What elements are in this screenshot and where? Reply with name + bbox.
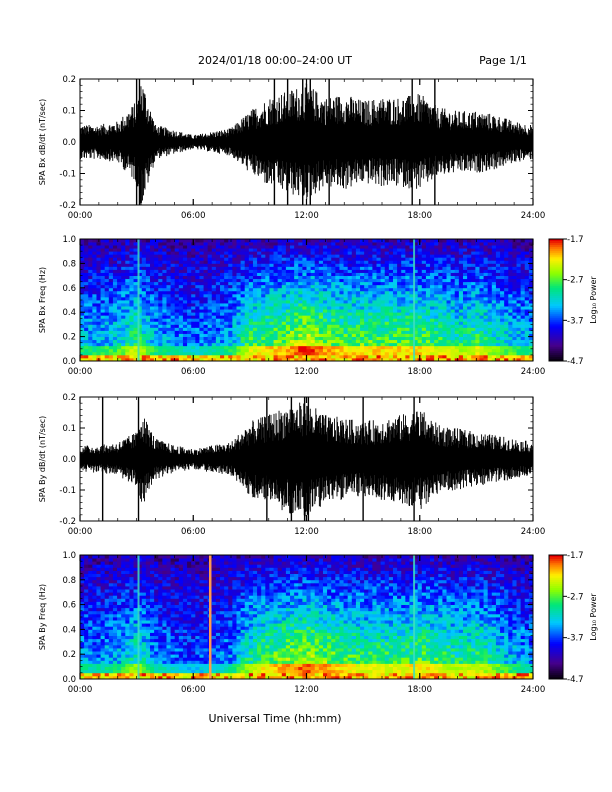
x-tick-label: 18:00 <box>408 367 433 377</box>
x-axis-label: Universal Time (hh:mm) <box>209 712 342 725</box>
y-tick-label: 0.2 <box>62 650 76 660</box>
x-tick-label: 12:00 <box>294 367 319 377</box>
y-axis-label: SPA By dB/dt (nT/sec) <box>38 416 47 503</box>
y-tick-label: 0.2 <box>62 75 76 85</box>
y-tick-label: 0.6 <box>62 601 76 611</box>
y-tick-label: 0.8 <box>62 576 76 586</box>
panel-bx-spectrogram: 1.0 0.8 0.6 0.4 0.2 0.000:00 06:00 12:00 18:00 24… <box>38 235 545 377</box>
y-tick-label: 0.0 <box>62 675 76 685</box>
y-tick-label: 1.0 <box>62 235 76 245</box>
y-tick-label: 0.1 <box>62 107 76 117</box>
colorbar-tick-label: -4.7 <box>567 675 584 685</box>
x-tick-label: 06:00 <box>181 211 206 221</box>
colorbar-tick-label: -2.7 <box>567 276 584 286</box>
x-tick-label: 18:00 <box>408 211 433 221</box>
waveform-trace <box>79 83 534 205</box>
panel-by-waveform: 0.2 0.1 0.0 -0.1 -0.200:00 06:00 12:00 18:00 24:… <box>38 393 545 537</box>
y-tick-label: 0.4 <box>62 308 76 318</box>
x-tick-label: 06:00 <box>181 685 206 695</box>
panel-by-spectrogram: 1.0 0.8 0.6 0.4 0.2 0.000:00 06:00 12:00 18:00 24… <box>38 551 545 695</box>
y-tick-label: 0.4 <box>62 625 76 635</box>
waveform-trace <box>79 402 534 517</box>
x-tick-label: 24:00 <box>521 685 546 695</box>
y-tick-label: -0.1 <box>59 486 76 496</box>
y-tick-label: 0.8 <box>62 259 76 269</box>
y-tick-label: 0.0 <box>62 357 76 367</box>
x-tick-label: 18:00 <box>408 685 433 695</box>
x-tick-label: 00:00 <box>68 685 93 695</box>
x-tick-label: 24:00 <box>521 211 546 221</box>
x-tick-label: 24:00 <box>521 367 546 377</box>
spectrogram-cells <box>80 555 534 680</box>
spectrogram-cells <box>80 239 534 362</box>
x-tick-label: 06:00 <box>181 367 206 377</box>
y-tick-label: 0.2 <box>62 333 76 343</box>
x-tick-label: 00:00 <box>68 367 93 377</box>
colorbar-tick-label: -3.7 <box>567 316 584 326</box>
y-tick-label: -0.2 <box>59 201 76 211</box>
y-tick-label: -0.2 <box>59 517 76 527</box>
colorbar: -1.7 -2.7 -3.7 -4.7 Log₁₀ Power <box>548 235 598 367</box>
y-tick-label: 1.0 <box>62 551 76 561</box>
x-tick-label: 06:00 <box>181 527 206 537</box>
colorbar-frame <box>548 238 564 362</box>
y-axis-label: SPA By Freq (Hz) <box>38 584 47 650</box>
colorbar-tick-label: -3.7 <box>567 634 584 644</box>
y-tick-label: 0.6 <box>62 284 76 294</box>
colorbar-label: Log₁₀ Power <box>589 593 598 641</box>
x-tick-label: 12:00 <box>294 685 319 695</box>
colorbar-tick-label: -1.7 <box>567 235 584 245</box>
colorbar-label: Log₁₀ Power <box>589 276 598 324</box>
x-tick-label: 12:00 <box>294 527 319 537</box>
x-tick-label: 00:00 <box>68 211 93 221</box>
y-axis-label: SPA Bx dB/dt (nT/sec) <box>38 99 47 186</box>
x-tick-label: 00:00 <box>68 527 93 537</box>
y-axis-label: SPA Bx Freq (Hz) <box>38 267 47 333</box>
x-tick-label: 24:00 <box>521 527 546 537</box>
x-tick-label: 18:00 <box>408 527 433 537</box>
y-tick-label: 0.2 <box>62 393 76 403</box>
y-tick-label: 0.0 <box>62 138 76 148</box>
panel-bx-waveform: 0.2 0.1 0.0 -0.1 -0.200:00 06:00 12:00 18:00 24:… <box>38 75 545 221</box>
x-tick-label: 12:00 <box>294 211 319 221</box>
y-tick-label: -0.1 <box>59 170 76 180</box>
date-range-title: 2024/01/18 00:00–24:00 UT <box>198 54 352 67</box>
colorbar-frame <box>548 554 564 680</box>
colorbar-tick-label: -2.7 <box>567 592 584 602</box>
colorbar-tick-label: -1.7 <box>567 551 584 561</box>
page-indicator: Page 1/1 <box>479 54 527 67</box>
colorbar: -1.7 -2.7 -3.7 -4.7 Log₁₀ Power <box>548 551 598 685</box>
colorbar-tick-label: -4.7 <box>567 357 584 367</box>
y-tick-label: 0.1 <box>62 424 76 434</box>
y-tick-label: 0.0 <box>62 455 76 465</box>
